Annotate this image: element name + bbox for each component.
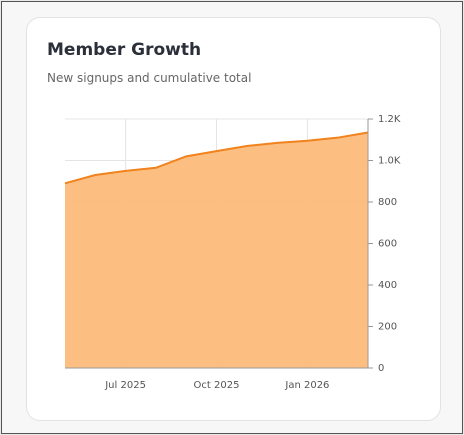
chart-title: Member Growth — [47, 40, 202, 60]
y-tick-label: 1.0K — [378, 156, 401, 167]
y-tick-label: 400 — [378, 280, 397, 291]
y-tick-label: 0 — [378, 363, 384, 374]
y-tick-label: 1.2K — [378, 114, 401, 125]
x-tick-label: Jan 2026 — [284, 380, 329, 391]
x-tick-label: Oct 2025 — [194, 380, 240, 391]
x-tick-label: Jul 2025 — [104, 380, 146, 391]
y-tick-label: 600 — [378, 239, 397, 250]
y-tick-label: 800 — [378, 197, 397, 208]
y-tick-label: 200 — [378, 322, 397, 333]
line — [64, 131, 369, 185]
area — [65, 132, 368, 368]
chart-subtitle: New signups and cumulative total — [47, 71, 252, 85]
